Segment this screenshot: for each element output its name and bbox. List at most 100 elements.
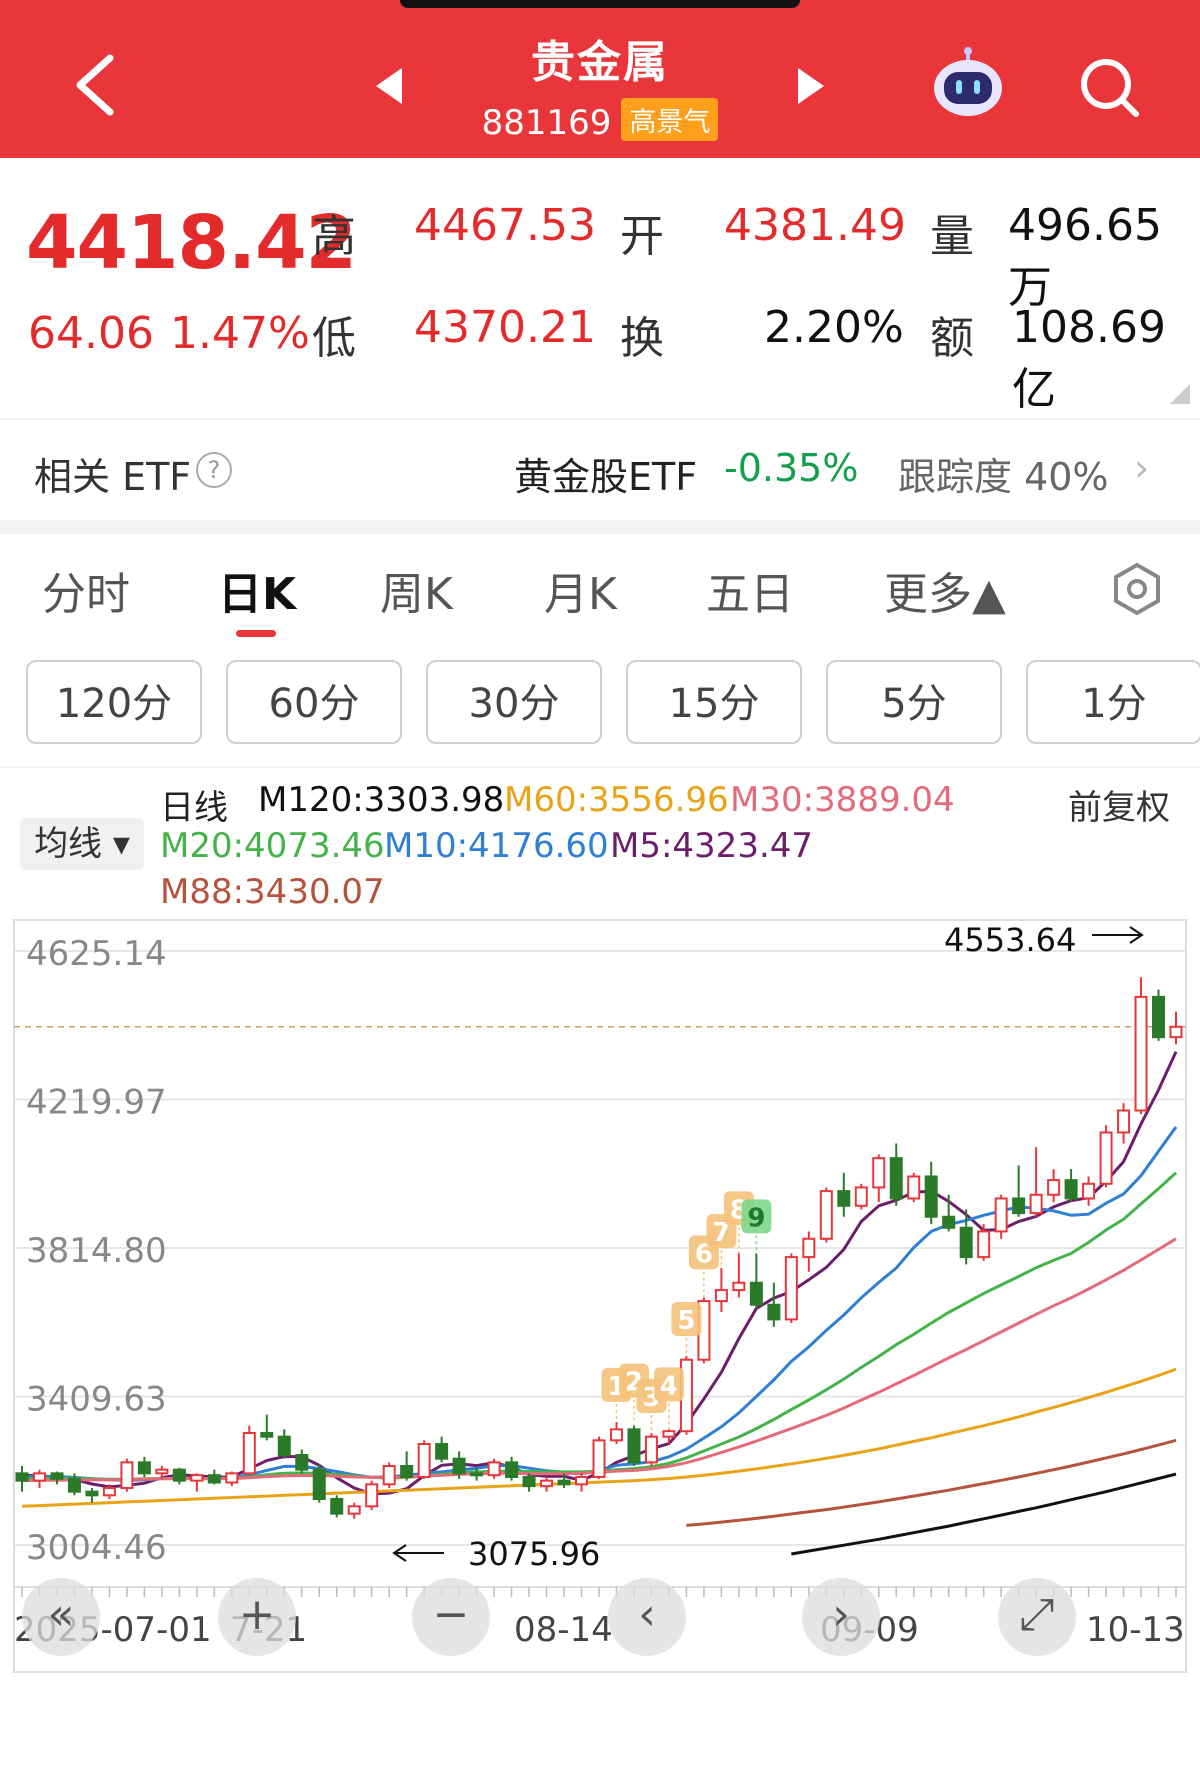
sector-code: 881169 xyxy=(481,103,612,143)
tab-monthly-k[interactable]: 月K xyxy=(544,569,617,620)
candle-body xyxy=(1134,995,1148,1112)
candle-body xyxy=(575,1475,589,1486)
candle-body xyxy=(994,1197,1008,1233)
back-arrow-icon[interactable] xyxy=(72,52,118,118)
tab-five-day[interactable]: 五日 xyxy=(706,569,794,620)
candle-body xyxy=(522,1475,536,1488)
low-label: 低 xyxy=(312,313,356,364)
settings-hexagon-icon[interactable] xyxy=(1110,562,1164,616)
candle xyxy=(575,1473,589,1492)
y-tick-label: 3004.46 xyxy=(26,1528,167,1568)
candle xyxy=(487,1458,501,1479)
etf-change: -0.35% xyxy=(724,446,859,490)
period-5min[interactable]: 5分 xyxy=(826,660,1002,744)
period-15min[interactable]: 15分 xyxy=(626,660,802,744)
candle-body xyxy=(889,1157,903,1200)
zoom-out-icon[interactable]: − xyxy=(412,1578,490,1656)
fullscreen-icon[interactable]: ⤢ xyxy=(998,1578,1076,1656)
candle xyxy=(505,1456,519,1481)
candle-body xyxy=(837,1190,851,1207)
signal-marker: 4 xyxy=(653,1367,684,1430)
adjust-mode[interactable]: 前复权 xyxy=(1068,788,1170,828)
scroll-left-icon[interactable]: « xyxy=(22,1578,100,1656)
candle xyxy=(592,1436,606,1479)
candle-body xyxy=(312,1468,326,1500)
ma-line-m120 xyxy=(791,1472,1177,1556)
period-60min[interactable]: 60分 xyxy=(226,660,402,744)
section-gap xyxy=(0,520,1200,534)
marker-label: 9 xyxy=(747,1203,765,1233)
ma30-value: M30:3889.04 xyxy=(730,780,955,820)
candle-body xyxy=(1012,1197,1026,1215)
candle xyxy=(295,1449,309,1474)
candle-body xyxy=(592,1439,606,1478)
status-badge: 高景气 xyxy=(621,98,719,141)
chevron-right-icon[interactable]: › xyxy=(1134,446,1150,490)
candle xyxy=(854,1183,868,1210)
candle xyxy=(137,1456,151,1477)
ma-selector-button[interactable]: 均线 ▾ xyxy=(20,818,144,870)
expand-corner-icon[interactable] xyxy=(1170,384,1190,404)
zoom-in-icon[interactable]: + xyxy=(218,1578,296,1656)
candle-body xyxy=(1117,1109,1131,1134)
price-change: 64.06 xyxy=(28,308,154,359)
candle-body xyxy=(137,1461,151,1475)
candle-body xyxy=(819,1190,833,1240)
etf-name[interactable]: 黄金股ETF xyxy=(514,455,698,499)
candles xyxy=(15,977,1183,1519)
x-tick-label: 08-14 xyxy=(514,1610,613,1650)
candle xyxy=(242,1425,256,1476)
step-right-icon[interactable]: › xyxy=(802,1578,880,1656)
tab-more[interactable]: 更多▲ xyxy=(884,569,1006,620)
prev-sector-icon[interactable] xyxy=(374,66,404,106)
candle-body xyxy=(260,1432,274,1438)
candle-body xyxy=(225,1472,239,1484)
step-left-icon[interactable]: ‹ xyxy=(608,1578,686,1656)
price-change-pct: 1.47% xyxy=(170,308,310,359)
candle xyxy=(365,1480,379,1510)
candle-body xyxy=(120,1461,134,1489)
etf-tracking: 跟踪度 40% xyxy=(898,455,1109,499)
ma60-value: M60:3556.96 xyxy=(504,780,729,820)
ma20-value: M20:4073.46 xyxy=(160,826,385,866)
turnover-value: 2.20% xyxy=(764,302,904,353)
chart-grid xyxy=(14,950,1186,1546)
amount-label: 额 xyxy=(930,313,974,364)
candle-body xyxy=(557,1479,571,1486)
candle-body xyxy=(854,1186,868,1207)
candle xyxy=(15,1466,29,1492)
robot-assistant-icon[interactable] xyxy=(930,46,1006,122)
period-30min[interactable]: 30分 xyxy=(426,660,602,744)
candle xyxy=(120,1458,134,1492)
help-icon[interactable]: ? xyxy=(196,452,232,488)
last-price: 4418.42 xyxy=(26,200,357,286)
candle-body xyxy=(977,1230,991,1259)
candle xyxy=(994,1194,1008,1239)
candle-body xyxy=(172,1468,186,1482)
candle-body xyxy=(347,1505,361,1515)
candle xyxy=(1169,1011,1183,1045)
tab-weekly-k[interactable]: 周K xyxy=(380,569,453,620)
y-tick-label: 4625.14 xyxy=(26,934,167,974)
candle-body xyxy=(1029,1193,1043,1215)
candle-body xyxy=(1082,1182,1096,1200)
marker-label: 4 xyxy=(660,1371,678,1401)
candle xyxy=(959,1209,973,1265)
tab-daily-k[interactable]: 日K xyxy=(218,569,297,620)
candle-body xyxy=(732,1281,746,1292)
candle xyxy=(714,1268,728,1313)
candle xyxy=(749,1253,763,1309)
candle-body xyxy=(540,1479,554,1488)
period-120min[interactable]: 120分 xyxy=(26,660,202,744)
min-arrow-head xyxy=(392,1544,407,1562)
next-sector-icon[interactable] xyxy=(796,66,826,106)
period-1min[interactable]: 1分 xyxy=(1026,660,1200,744)
search-icon[interactable] xyxy=(1078,56,1142,120)
min-price-label: 3075.96 xyxy=(468,1535,600,1573)
candle xyxy=(172,1467,186,1485)
tab-intraday[interactable]: 分时 xyxy=(42,569,130,620)
marker-label: 7 xyxy=(712,1218,730,1248)
ma120-value: M120:3303.98 xyxy=(258,780,505,820)
candle xyxy=(207,1469,221,1485)
